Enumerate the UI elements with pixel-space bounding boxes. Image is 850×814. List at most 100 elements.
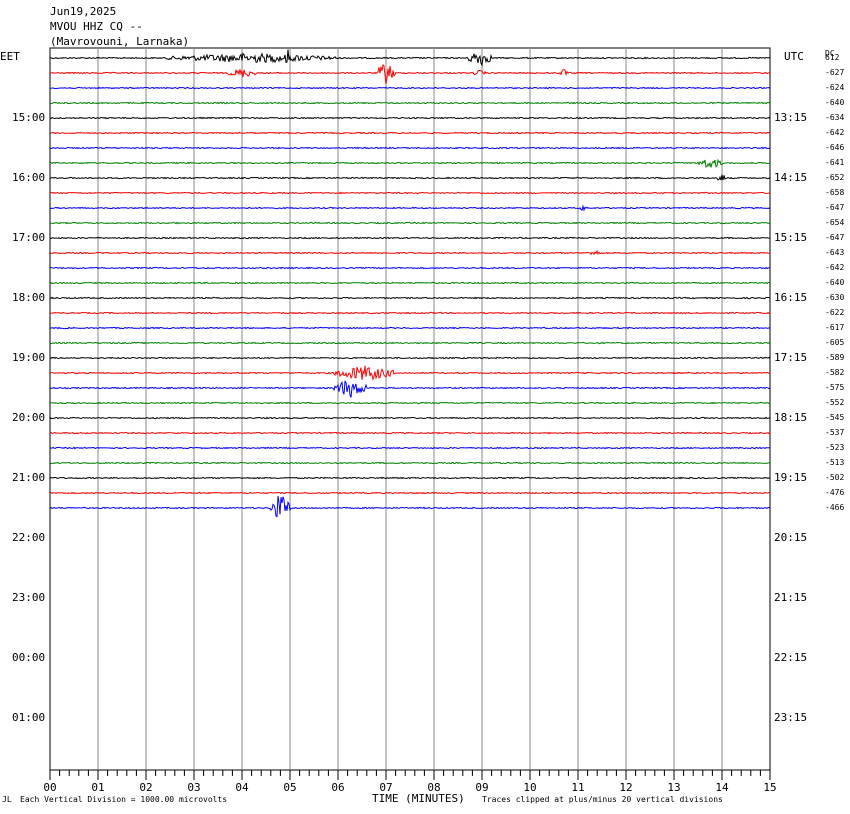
x-tick-label: 07 [379,781,393,794]
trace-line [49,356,771,360]
x-tick-label: 13 [667,781,681,794]
right-hour-label: 19:15 [774,471,808,484]
dc-offset-label: -647 [825,233,845,242]
trace-line [49,431,771,435]
trace-line [49,401,771,405]
left-hour-label: 23:00 [12,591,46,604]
trace-line [49,204,771,212]
trace-line [49,146,771,150]
left-hour-label: 20:00 [12,411,46,424]
left-hour-label: 21:00 [12,471,46,484]
trace-line [49,249,771,256]
trace-line [49,49,771,67]
dc-offset-label: 612 [825,53,840,62]
trace-line [49,101,771,105]
dc-label: DC [825,49,835,58]
x-tick-label: 12 [619,781,633,794]
dc-offset-label: -627 [825,68,845,77]
dc-offset-label: -640 [825,278,845,287]
trace-line [49,365,771,381]
x-tick-label: 11 [571,781,585,794]
trace-line [49,158,770,168]
left-hour-label: 00:00 [12,651,46,664]
x-tick-label: 10 [523,781,537,794]
dc-offset-label: -605 [825,338,845,347]
seismic-traces [49,49,771,518]
grid-lines [49,47,771,771]
clip-note: Traces clipped at plus/minus 20 vertical… [482,795,723,804]
trace-line [49,380,771,398]
trace-line [49,281,771,285]
x-axis-ticks [49,770,771,780]
trace-line [49,266,771,270]
right-hour-label: 22:15 [774,651,808,664]
dc-offset-label: -654 [825,218,845,227]
right-hour-label: 13:15 [774,111,808,124]
dc-offset-label: -575 [825,383,845,392]
right-hour-label: 18:15 [774,411,808,424]
left-hour-label: 19:00 [12,351,46,364]
dc-offset-label: -642 [825,128,845,137]
dc-offset-label: -466 [825,503,845,512]
left-hour-label: 17:00 [12,231,46,244]
trace-line [49,311,771,315]
x-tick-label: 03 [187,781,201,794]
plot-frame [49,47,771,771]
dc-offset-label: -624 [825,83,845,92]
x-tick-label: 01 [91,781,105,794]
right-hour-label: 14:15 [774,171,808,184]
dc-offset-label: -640 [825,98,845,107]
x-tick-label: 02 [139,781,153,794]
dc-offset-label: -652 [825,173,845,182]
left-hour-label: 16:00 [12,171,46,184]
dc-offset-label: -622 [825,308,845,317]
x-tick-label: 15 [763,781,777,794]
trace-line [49,191,771,195]
trace-line [49,174,771,181]
left-hour-label: 22:00 [12,531,46,544]
trace-line [50,86,771,90]
trace-line [49,116,771,120]
trace-line [49,221,771,225]
x-tick-label: 05 [283,781,297,794]
right-hour-label: 16:15 [774,291,808,304]
right-timezone: UTC [784,50,804,63]
x-axis-label: TIME (MINUTES) [372,792,465,805]
dc-offset-label: -537 [825,428,845,437]
dc-offset-label: -647 [825,203,845,212]
trace-line [49,491,771,495]
trace-line [49,63,771,85]
dc-offset-label: -658 [825,188,845,197]
dc-offset-label: -617 [825,323,845,332]
trace-line [49,416,771,420]
trace-line [49,326,771,330]
dc-offset-label: -634 [825,113,845,122]
dc-offset-label: -630 [825,293,845,302]
trace-line [49,131,771,135]
trace-line [49,495,771,518]
trace-line [49,461,771,465]
scale-note: Each Vertical Division = 1000.00 microvo… [20,795,228,804]
plot-date: Jun19,2025 [50,5,117,18]
dc-offset-label: -552 [825,398,845,407]
right-hour-label: 20:15 [774,531,808,544]
footer-mark: JL [2,795,12,804]
left-hour-label: 18:00 [12,291,46,304]
station-location: (Mavrovouni, Larnaka) [50,35,190,48]
dc-offset-label: -589 [825,353,845,362]
dc-offset-label: -646 [825,143,845,152]
dc-offset-label: -523 [825,443,845,452]
dc-offset-label: -513 [825,458,845,467]
right-hour-label: 21:15 [774,591,808,604]
trace-line [49,476,771,480]
x-tick-label: 08 [427,781,441,794]
right-hour-label: 23:15 [774,711,808,724]
station-id: MVOU HHZ CQ -- [50,20,143,33]
left-hour-label: 01:00 [12,711,46,724]
trace-line [49,446,771,450]
dc-offset-label: -582 [825,368,845,377]
left-timezone: EET [0,50,20,63]
trace-line [49,236,771,240]
left-hour-label: 15:00 [12,111,46,124]
